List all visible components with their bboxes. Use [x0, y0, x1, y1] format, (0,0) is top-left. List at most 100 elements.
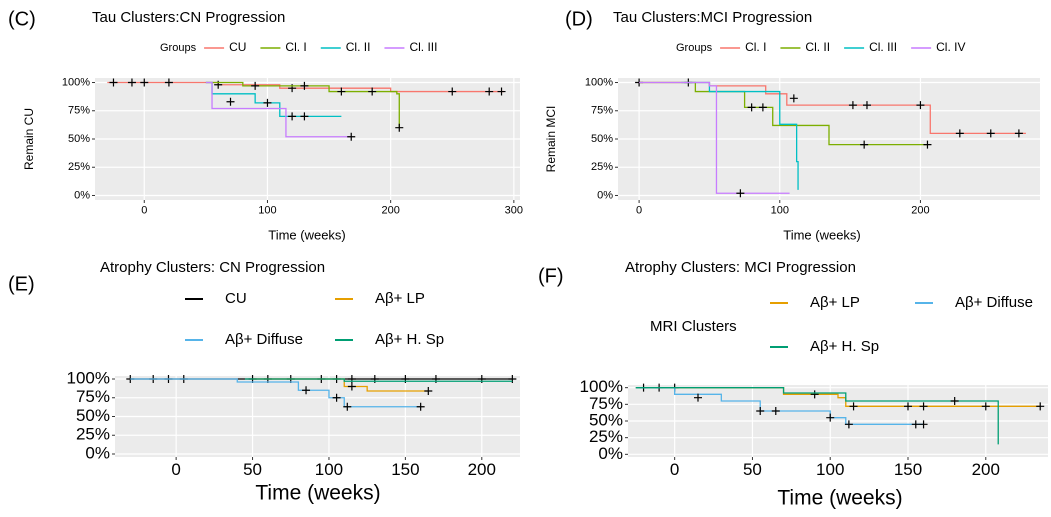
- x-tick-label: 150: [391, 460, 419, 479]
- censor-mark: [758, 103, 767, 112]
- legend-label: Cl. III: [409, 40, 437, 54]
- y-tick-label: 100%: [67, 368, 110, 387]
- survival-curve: [205, 81, 352, 138]
- legend-label: CU: [225, 290, 247, 307]
- x-tick-label: 0: [171, 460, 180, 479]
- survival-curve: [205, 81, 400, 128]
- legend-label: Cl. I: [285, 40, 306, 54]
- chart-title: Tau Clusters:MCI Progression: [613, 9, 812, 26]
- legend-label: Cl. I: [745, 40, 766, 54]
- survival-curve: [244, 378, 513, 382]
- censor-mark: [140, 78, 149, 87]
- censor-mark: [302, 386, 311, 395]
- legend-label: Aβ+ LP: [375, 290, 425, 307]
- y-tick-label: 0%: [74, 189, 90, 201]
- x-axis-label: Time (weeks): [777, 487, 902, 510]
- legend-label: Cl. II: [805, 40, 830, 54]
- censor-mark: [844, 420, 853, 429]
- chart-title: Atrophy Clusters: CN Progression: [100, 259, 325, 276]
- y-tick-label: 0%: [598, 444, 623, 463]
- legend-title: Groups: [160, 42, 197, 54]
- survival-curve: [639, 81, 928, 146]
- censor-mark: [756, 407, 765, 415]
- x-tick-label: 0: [636, 204, 642, 216]
- censor-mark: [251, 81, 260, 90]
- censor-mark: [368, 87, 377, 96]
- x-tick-label: 200: [972, 460, 1000, 479]
- survival-curve: [639, 81, 790, 194]
- y-tick-label: 75%: [589, 394, 623, 413]
- censor-mark: [109, 78, 118, 87]
- y-axis-label: Remain CU: [22, 108, 36, 170]
- censor-mark: [288, 112, 297, 121]
- x-tick-label: 50: [243, 460, 262, 479]
- y-tick-label: 75%: [76, 387, 110, 406]
- y-tick-label: 50%: [591, 133, 613, 145]
- y-tick-label: 75%: [68, 105, 90, 117]
- censor-mark: [1014, 129, 1023, 138]
- censor-mark: [1036, 402, 1045, 411]
- x-tick-label: 200: [381, 204, 399, 216]
- censor-mark: [919, 420, 928, 429]
- y-tick-label: 50%: [68, 133, 90, 145]
- censor-mark: [300, 81, 309, 90]
- censor-mark: [862, 101, 871, 110]
- x-tick-label: 50: [743, 460, 762, 479]
- censor-mark: [416, 402, 425, 411]
- survival-curve: [635, 387, 999, 445]
- censor-mark: [164, 78, 173, 87]
- legend-label: CU: [229, 40, 246, 54]
- y-tick-label: 25%: [591, 161, 613, 173]
- censor-mark: [127, 78, 136, 87]
- censor-mark: [771, 407, 780, 415]
- censor-mark: [860, 140, 869, 149]
- x-axis-label: Time (weeks): [783, 227, 861, 242]
- chart-title: Atrophy Clusters: MCI Progression: [625, 259, 856, 276]
- censor-mark: [826, 413, 835, 422]
- x-tick-label: 0: [141, 204, 147, 216]
- x-tick-label: 200: [911, 204, 929, 216]
- censor-mark: [332, 393, 341, 402]
- censor-mark: [986, 129, 995, 138]
- censor-mark: [848, 101, 857, 110]
- y-tick-label: 0%: [85, 443, 110, 462]
- censor-mark: [810, 390, 819, 399]
- legend-label: Aβ+ Diffuse: [955, 294, 1033, 311]
- censor-mark: [911, 420, 920, 429]
- censor-mark: [343, 402, 352, 411]
- censor-mark: [337, 87, 346, 96]
- survival-curve: [635, 387, 924, 425]
- censor-mark: [904, 402, 912, 411]
- censor-mark: [950, 397, 959, 405]
- censor-mark: [424, 387, 433, 395]
- legend-label: Cl. IV: [936, 40, 965, 54]
- censor-mark: [508, 375, 517, 383]
- y-tick-label: 75%: [591, 105, 613, 117]
- censor-mark: [955, 129, 964, 138]
- censor-mark: [736, 189, 745, 198]
- censor-mark: [300, 112, 309, 121]
- y-tick-label: 50%: [589, 410, 623, 429]
- y-tick-label: 100%: [580, 377, 623, 396]
- x-axis-label: Time (weeks): [268, 227, 346, 242]
- legend-label: Aβ+ H. Sp: [810, 338, 879, 355]
- censor-mark: [747, 103, 756, 112]
- x-tick-label: 100: [258, 204, 276, 216]
- legend-label: Cl. II: [346, 40, 371, 54]
- censor-mark: [849, 402, 858, 411]
- censor-mark: [226, 97, 235, 106]
- legend-label: Aβ+ Diffuse: [225, 331, 303, 348]
- x-tick-label: 100: [816, 460, 844, 479]
- panel-label: (C): [8, 8, 36, 30]
- legend-title: Groups: [676, 42, 713, 54]
- y-tick-label: 50%: [76, 406, 110, 425]
- x-tick-label: 150: [894, 460, 922, 479]
- x-tick-label: 300: [505, 204, 523, 216]
- y-tick-label: 0%: [597, 189, 613, 201]
- censor-mark: [347, 382, 356, 391]
- x-tick-label: 200: [468, 460, 496, 479]
- legend-title: MRI Clusters: [650, 318, 737, 335]
- y-tick-label: 25%: [68, 161, 90, 173]
- censor-mark: [919, 402, 928, 411]
